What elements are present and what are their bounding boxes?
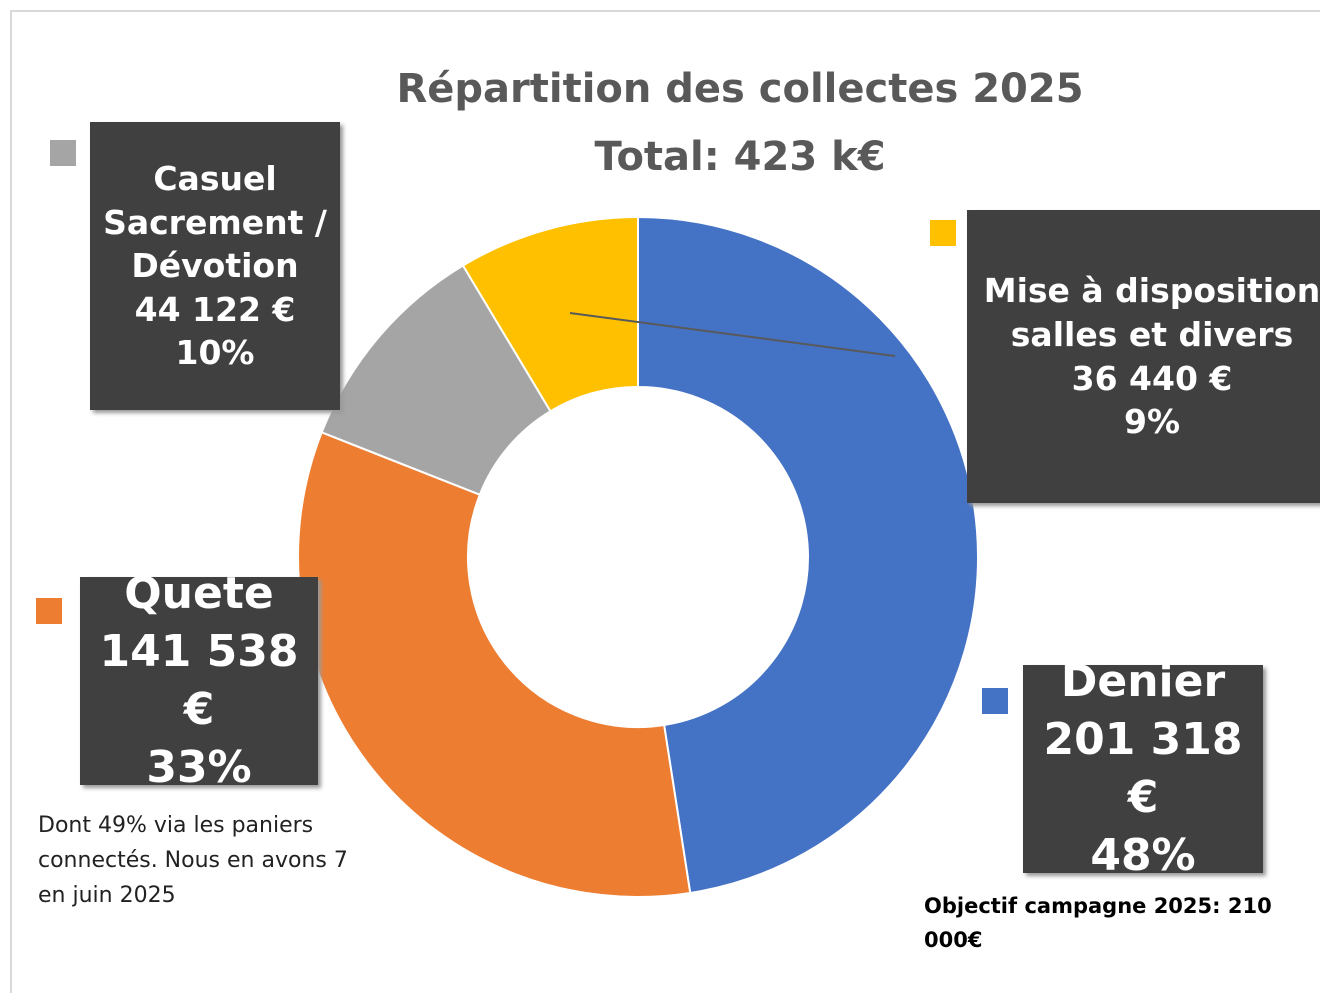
donut-slice (461, 215, 639, 413)
category-label: Mise à disposition salles et divers (983, 271, 1320, 354)
annotation: Objectif campagne 2025: 210 000€ (924, 894, 1272, 952)
data-label-box: Denier 201 318 € 48% (1023, 656, 1263, 881)
percent-label: 10% (175, 333, 255, 373)
value-label: 44 122 € (134, 289, 296, 329)
legend-swatch (982, 688, 1008, 714)
legend-swatch (50, 140, 76, 166)
value-label: 36 440 € (1071, 358, 1233, 398)
chart-title: Répartition des collectes 2025 (396, 66, 1084, 112)
category-label: Denier (1060, 655, 1226, 707)
category-label: Casuel Sacrement / Dévotion (103, 159, 327, 286)
donut-slice (297, 431, 692, 898)
leader-line (569, 312, 896, 357)
legend-swatch (36, 598, 62, 624)
value-label: 141 538 € (99, 625, 299, 735)
data-label-box: Quete 141 538 € 33% (80, 568, 318, 793)
value-label: 201 318 € (1043, 713, 1243, 823)
data-label-box: Casuel Sacrement / Dévotion 44 122 €10% (90, 122, 340, 410)
frame (10, 10, 1320, 993)
chart-subtitle: Total: 423 k€ (594, 134, 886, 180)
donut-slice (637, 215, 979, 895)
category-label: Quete (124, 567, 274, 619)
data-label-box: Mise à disposition salles et divers 36 44… (967, 210, 1320, 503)
percent-label: 9% (1123, 402, 1181, 442)
percent-label: 33% (146, 742, 252, 794)
legend-swatch (930, 220, 956, 246)
percent-label: 48% (1090, 830, 1196, 882)
annotation: Dont 49% via les paniers connectés. Nous… (38, 813, 348, 909)
